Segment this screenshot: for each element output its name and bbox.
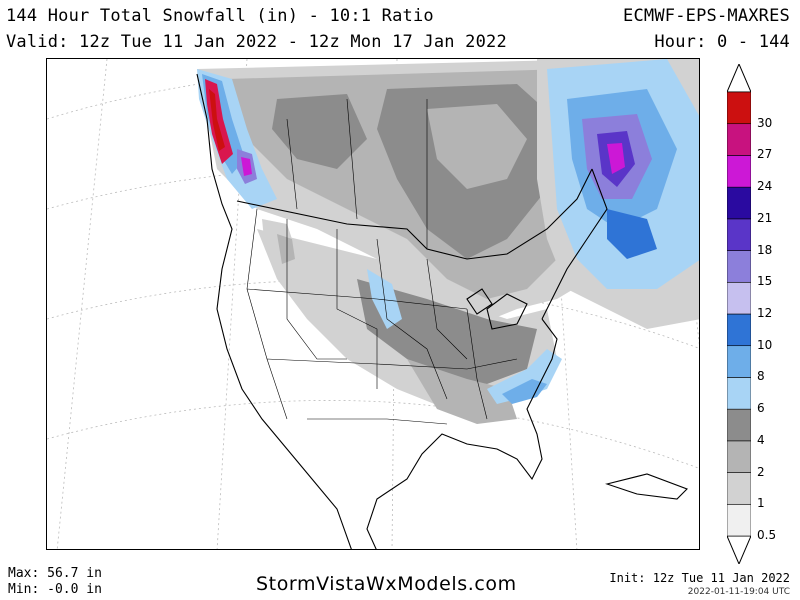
legend-swatch bbox=[727, 377, 751, 410]
brand-name: StormVistaWxModels.com bbox=[256, 573, 517, 595]
legend-swatch bbox=[727, 91, 751, 125]
legend-label: 0.5 bbox=[757, 528, 777, 542]
legend-swatch bbox=[727, 440, 751, 473]
snowfall-map bbox=[46, 58, 700, 550]
snowfall-shading bbox=[197, 59, 699, 424]
legend-label: 12 bbox=[757, 306, 773, 320]
legend-swatch bbox=[727, 503, 751, 537]
legend-swatch bbox=[727, 281, 751, 315]
legend-swatch bbox=[727, 218, 751, 251]
legend-swatch bbox=[727, 313, 751, 347]
generated-timestamp: 2022-01-11-19:04 UTC bbox=[687, 587, 790, 597]
map-boundaries bbox=[196, 73, 688, 549]
stats-block: Max: 56.7 in Min: -0.0 in bbox=[8, 566, 102, 598]
map-title: 144 Hour Total Snowfall (in) - 10:1 Rati… bbox=[6, 6, 434, 26]
legend-swatch bbox=[727, 408, 751, 442]
legend-label: 1 bbox=[757, 496, 765, 511]
legend-label: 24 bbox=[757, 179, 773, 194]
legend-bottom-arrow bbox=[727, 535, 751, 564]
init-time: Init: 12z Tue 11 Jan 2022 bbox=[609, 571, 790, 585]
legend-top-arrow bbox=[727, 64, 751, 93]
legend-label: 4 bbox=[757, 432, 765, 447]
max-value: Max: 56.7 in bbox=[8, 566, 102, 581]
legend-label: 30 bbox=[757, 115, 773, 130]
valid-period: Valid: 12z Tue 11 Jan 2022 - 12z Mon 17 … bbox=[6, 32, 507, 52]
legend-swatch bbox=[727, 123, 751, 156]
legend-label: 2 bbox=[757, 464, 765, 479]
legend-label: 21 bbox=[757, 210, 773, 225]
legend-swatch bbox=[727, 186, 751, 220]
snowfall-legend bbox=[727, 64, 751, 564]
legend-swatch bbox=[727, 155, 751, 188]
legend-label: 10 bbox=[757, 337, 773, 352]
model-name: ECMWF-EPS-MAXRES bbox=[623, 6, 790, 26]
legend-label: 27 bbox=[757, 147, 773, 162]
forecast-hour-range: Hour: 0 - 144 bbox=[654, 32, 790, 52]
legend-label: 6 bbox=[757, 401, 765, 416]
legend-swatch bbox=[727, 345, 751, 378]
legend-swatch bbox=[727, 472, 751, 505]
legend-label: 18 bbox=[757, 242, 773, 257]
legend-label: 8 bbox=[757, 369, 765, 384]
legend-swatch bbox=[727, 250, 751, 283]
min-value: Min: -0.0 in bbox=[8, 582, 102, 597]
legend-label: 15 bbox=[757, 274, 773, 289]
state-province-lines bbox=[246, 98, 518, 425]
snowfall-map-canvas bbox=[47, 59, 699, 549]
